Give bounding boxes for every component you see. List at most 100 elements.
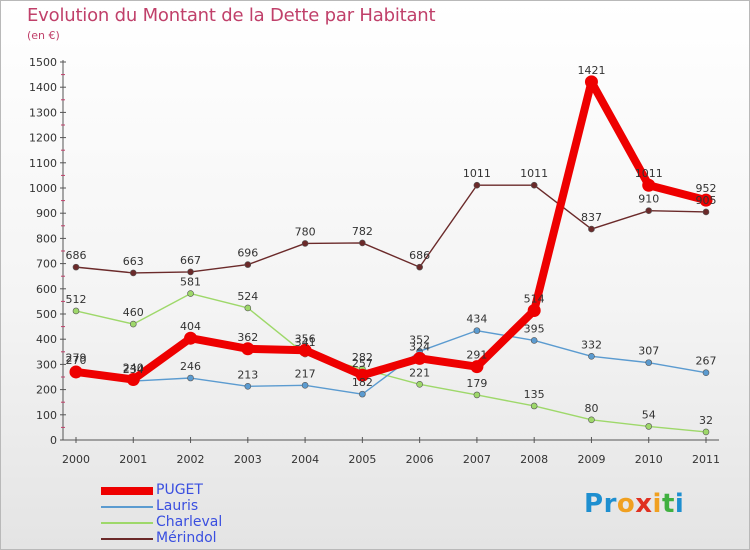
x-tick-label: 2001 [119, 453, 147, 466]
data-point-lauris [473, 327, 481, 334]
data-point-merindol [588, 225, 595, 233]
data-label-charleval: 581 [180, 276, 201, 289]
data-point-puget [413, 351, 427, 365]
x-tick-label: 2004 [291, 453, 319, 466]
y-tick-label: 700 [36, 258, 57, 271]
legend-swatch-charleval [101, 522, 153, 524]
data-point-puget [298, 343, 312, 357]
data-point-charleval [72, 307, 80, 315]
logo-letter: t [661, 489, 675, 519]
data-label-puget: 1011 [635, 167, 663, 180]
data-point-puget [470, 360, 484, 374]
data-point-merindol [530, 181, 538, 189]
data-label-lauris: 332 [581, 338, 602, 351]
data-label-puget: 356 [295, 332, 316, 345]
data-point-charleval [244, 304, 252, 312]
data-label-lauris: 395 [524, 322, 545, 335]
data-label-charleval: 32 [699, 414, 713, 427]
data-label-merindol: 663 [123, 255, 144, 268]
x-tick-label: 2008 [520, 453, 548, 466]
data-point-puget [355, 368, 369, 382]
data-point-merindol [473, 181, 481, 189]
y-tick-label: 100 [36, 409, 57, 422]
data-label-charleval: 282 [352, 351, 373, 364]
legend-label-merindol: Mérindol [156, 530, 217, 546]
data-label-lauris: 246 [180, 360, 201, 373]
y-tick-label: 0 [50, 434, 57, 447]
legend-label-lauris: Lauris [156, 498, 199, 514]
data-label-merindol: 910 [638, 193, 659, 206]
logo-letter: P [584, 489, 604, 519]
data-point-merindol [645, 207, 653, 214]
data-label-lauris: 279 [66, 352, 87, 365]
data-point-charleval [187, 290, 194, 297]
data-point-puget [527, 303, 541, 317]
data-point-puget [69, 365, 83, 379]
data-label-merindol: 782 [352, 225, 373, 238]
data-point-charleval [702, 428, 710, 436]
series-line-charleval [75, 292, 707, 433]
logo-letter: x [635, 489, 653, 519]
data-label-charleval: 512 [66, 293, 87, 306]
data-point-merindol [187, 268, 194, 276]
y-tick-label: 1200 [29, 132, 57, 145]
data-label-puget: 1421 [577, 64, 605, 77]
y-tick-label: 400 [36, 333, 57, 346]
data-point-puget [699, 193, 713, 207]
legend-label-charleval: Charleval [156, 514, 223, 530]
data-label-merindol: 667 [180, 254, 201, 267]
y-tick-label: 300 [36, 358, 57, 371]
data-point-charleval [645, 423, 653, 430]
data-label-puget: 514 [524, 292, 545, 305]
y-tick-label: 1500 [29, 56, 57, 69]
data-point-lauris [530, 337, 538, 344]
y-tick-label: 1300 [29, 106, 57, 119]
chart-title: Evolution du Montant de la Dette par Hab… [27, 5, 436, 26]
data-label-puget: 291 [466, 349, 487, 362]
logo-letter: o [616, 489, 636, 519]
data-label-lauris: 213 [237, 368, 258, 381]
data-point-puget [241, 342, 255, 356]
legend-swatch-lauris [101, 506, 153, 508]
data-point-charleval [416, 381, 423, 388]
data-point-puget [126, 373, 140, 387]
data-label-puget: 324 [409, 340, 430, 353]
data-label-puget: 257 [352, 357, 373, 370]
y-tick-label: 200 [36, 384, 57, 397]
data-label-puget: 952 [696, 182, 717, 195]
data-point-charleval [530, 402, 538, 410]
data-point-merindol [72, 263, 80, 271]
legend-swatch-puget [101, 487, 153, 495]
data-point-lauris [301, 382, 309, 389]
data-label-charleval: 179 [466, 377, 487, 390]
data-label-lauris: 234 [123, 363, 144, 376]
x-tick-label: 2000 [62, 453, 90, 466]
data-point-charleval [473, 391, 481, 399]
data-label-merindol: 1011 [463, 167, 491, 180]
data-label-merindol: 696 [237, 247, 258, 260]
data-label-lauris: 307 [638, 345, 659, 358]
data-point-lauris [187, 374, 194, 382]
data-point-puget [642, 178, 656, 192]
data-point-lauris [359, 390, 366, 398]
y-tick-label: 1000 [29, 182, 57, 195]
legend-swatch-merindol [101, 538, 153, 540]
data-label-charleval: 221 [409, 366, 430, 379]
series-line-merindol [75, 184, 707, 274]
data-label-puget: 270 [66, 354, 87, 367]
data-label-lauris: 217 [295, 367, 316, 380]
data-label-merindol: 837 [581, 211, 602, 224]
data-label-charleval: 54 [642, 408, 656, 421]
data-point-puget [584, 75, 598, 89]
x-tick-label: 2010 [635, 453, 663, 466]
data-label-charleval: 524 [237, 290, 258, 303]
data-label-lauris: 267 [696, 355, 717, 368]
data-label-charleval: 135 [524, 388, 545, 401]
data-label-charleval: 460 [123, 306, 144, 319]
x-tick-label: 2006 [406, 453, 434, 466]
data-point-merindol [416, 263, 423, 271]
data-point-puget [184, 331, 198, 345]
data-label-lauris: 352 [409, 333, 430, 346]
x-tick-label: 2009 [577, 453, 605, 466]
